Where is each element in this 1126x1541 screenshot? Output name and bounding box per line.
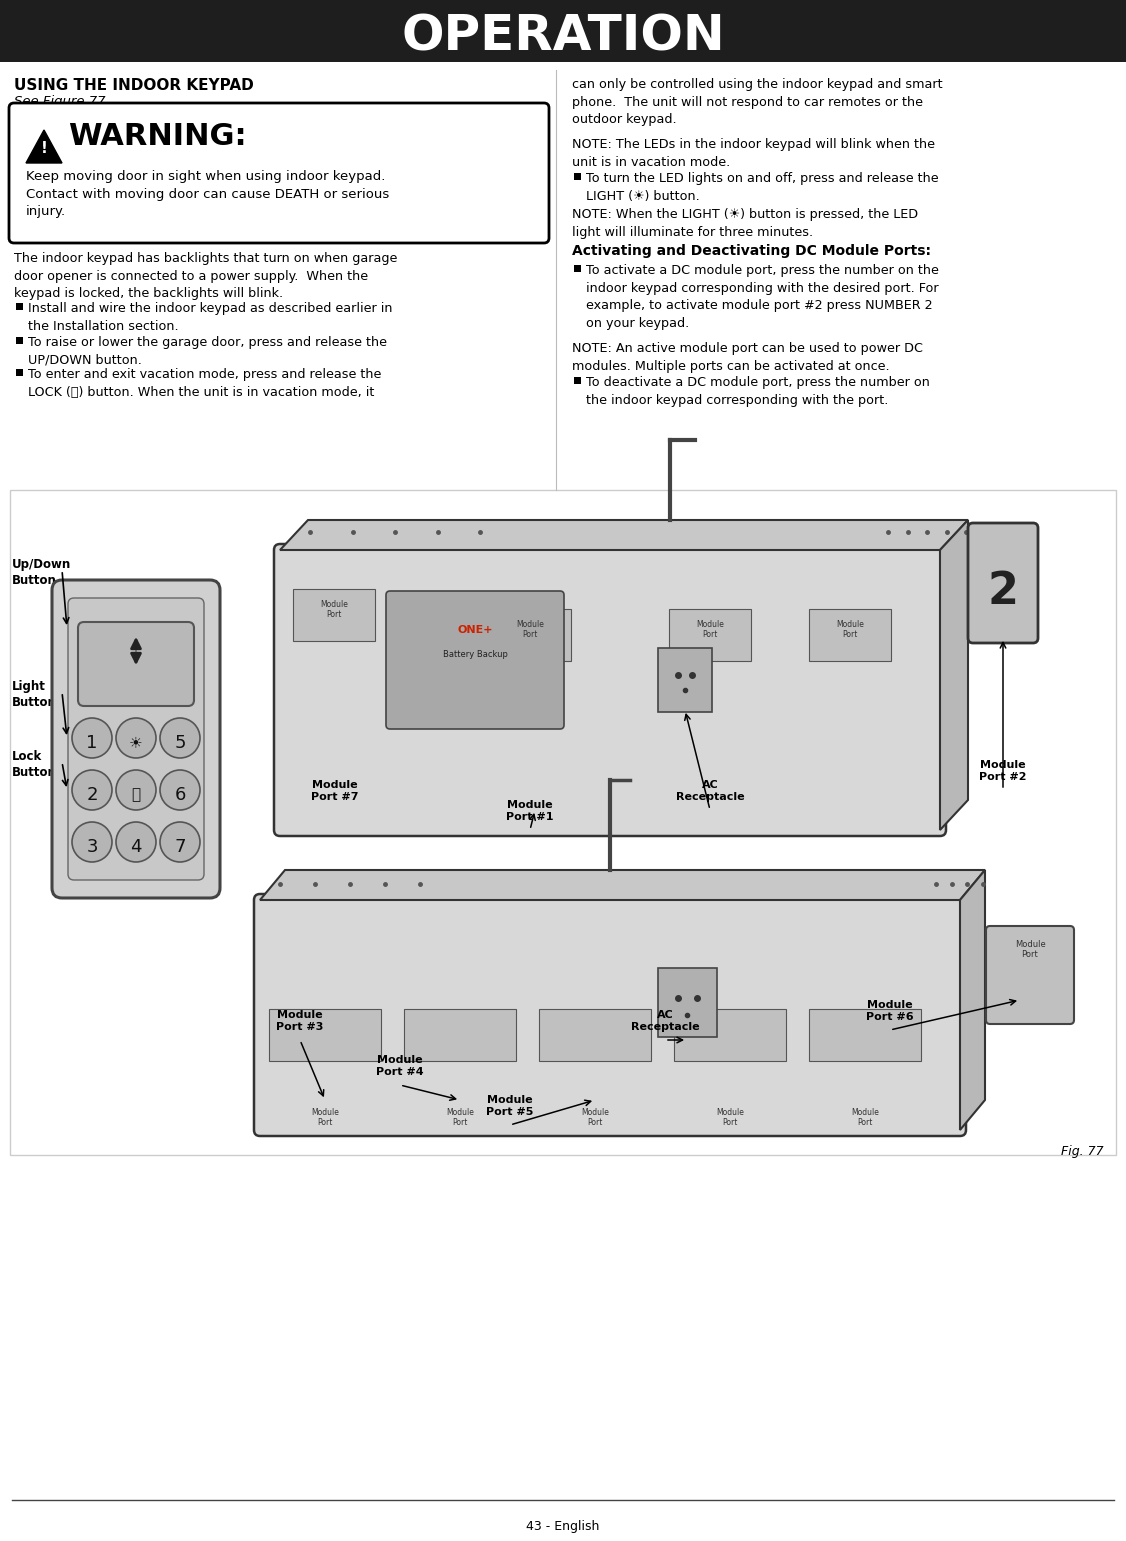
Text: 7: 7 (175, 838, 186, 855)
Text: NOTE: When the LIGHT (☀) button is pressed, the LED
light will illuminate for th: NOTE: When the LIGHT (☀) button is press… (572, 208, 918, 239)
FancyBboxPatch shape (52, 579, 220, 898)
Text: Module
Port: Module Port (696, 619, 724, 640)
FancyBboxPatch shape (986, 926, 1074, 1025)
FancyBboxPatch shape (68, 598, 204, 880)
Circle shape (72, 718, 111, 758)
Text: AC
Receptacle: AC Receptacle (631, 1009, 699, 1032)
Text: To enter and exit vacation mode, press and release the
LOCK (🔒) button. When the: To enter and exit vacation mode, press a… (28, 368, 382, 399)
Circle shape (72, 821, 111, 861)
Text: Up/Down
Button: Up/Down Button (12, 558, 71, 587)
Text: Module
Port: Module Port (716, 1108, 744, 1128)
FancyBboxPatch shape (658, 968, 717, 1037)
Text: 2: 2 (988, 570, 1019, 612)
Text: Activating and Deactivating DC Module Ports:: Activating and Deactivating DC Module Po… (572, 243, 931, 257)
FancyBboxPatch shape (254, 894, 966, 1136)
Bar (16, 337, 23, 344)
Text: To raise or lower the garage door, press and release the
UP/DOWN button.: To raise or lower the garage door, press… (28, 336, 387, 367)
Text: Fig. 77: Fig. 77 (1062, 1145, 1103, 1157)
Text: Module
Port #7: Module Port #7 (311, 780, 359, 803)
Text: Module
Port #3: Module Port #3 (276, 1009, 323, 1032)
Text: Module
Port: Module Port (446, 1108, 474, 1128)
Polygon shape (26, 129, 62, 163)
FancyBboxPatch shape (78, 623, 194, 706)
Text: 5: 5 (175, 734, 186, 752)
Text: To turn the LED lights on and off, press and release the
LIGHT (☀) button.: To turn the LED lights on and off, press… (586, 173, 939, 202)
Text: Module
Port: Module Port (320, 599, 348, 619)
Text: USING THE INDOOR KEYPAD: USING THE INDOOR KEYPAD (14, 79, 253, 92)
FancyBboxPatch shape (10, 490, 1116, 1156)
Text: To deactivate a DC module port, press the number on
the indoor keypad correspond: To deactivate a DC module port, press th… (586, 376, 930, 407)
FancyBboxPatch shape (9, 103, 549, 243)
Polygon shape (280, 519, 968, 550)
Text: AC
Receptacle: AC Receptacle (676, 780, 744, 803)
FancyBboxPatch shape (539, 1009, 651, 1062)
FancyBboxPatch shape (386, 592, 564, 729)
FancyBboxPatch shape (658, 649, 712, 712)
Text: Module
Port: Module Port (581, 1108, 609, 1128)
Text: Lock
Button: Lock Button (12, 750, 57, 780)
Circle shape (116, 718, 157, 758)
FancyBboxPatch shape (269, 1009, 381, 1062)
Circle shape (116, 770, 157, 811)
Text: Module
Port #4: Module Port #4 (376, 1056, 423, 1077)
Bar (574, 265, 581, 273)
Text: Module
Port: Module Port (516, 619, 544, 640)
Text: NOTE: An active module port can be used to power DC
modules. Multiple ports can : NOTE: An active module port can be used … (572, 342, 923, 373)
Text: Install and wire the indoor keypad as described earlier in
the Installation sect: Install and wire the indoor keypad as de… (28, 302, 393, 333)
Bar (16, 304, 23, 310)
Text: 2: 2 (87, 786, 98, 804)
Text: Module
Port: Module Port (1015, 940, 1045, 960)
Text: ONE+: ONE+ (457, 626, 493, 635)
FancyBboxPatch shape (808, 1009, 921, 1062)
Circle shape (160, 821, 200, 861)
FancyBboxPatch shape (274, 544, 946, 837)
FancyBboxPatch shape (489, 609, 571, 661)
Text: To activate a DC module port, press the number on the
indoor keypad correspondin: To activate a DC module port, press the … (586, 264, 939, 330)
Text: 4: 4 (131, 838, 142, 855)
Text: See Figure 77.: See Figure 77. (14, 96, 109, 108)
Polygon shape (960, 871, 985, 1130)
Text: Battery Backup: Battery Backup (443, 650, 508, 660)
FancyBboxPatch shape (669, 609, 751, 661)
FancyBboxPatch shape (674, 1009, 786, 1062)
FancyBboxPatch shape (404, 1009, 516, 1062)
Text: Module
Port #5: Module Port #5 (486, 1096, 534, 1117)
Text: Module
Port: Module Port (851, 1108, 879, 1128)
Text: 1: 1 (87, 734, 98, 752)
Bar (0, 0, 1126, 62)
Text: Module
Port #6: Module Port #6 (866, 1000, 914, 1022)
Circle shape (160, 718, 200, 758)
Bar (574, 173, 581, 180)
Text: Module
Port #2: Module Port #2 (980, 760, 1027, 783)
Text: Module
Port #1: Module Port #1 (507, 800, 554, 823)
Text: 3: 3 (87, 838, 98, 855)
Text: can only be controlled using the indoor keypad and smart
phone.  The unit will n: can only be controlled using the indoor … (572, 79, 942, 126)
Text: !: ! (41, 140, 47, 156)
Text: The indoor keypad has backlights that turn on when garage
door opener is connect: The indoor keypad has backlights that tu… (14, 253, 397, 300)
Circle shape (160, 770, 200, 811)
Text: Keep moving door in sight when using indoor keypad.
Contact with moving door can: Keep moving door in sight when using ind… (26, 170, 390, 217)
Bar (574, 378, 581, 384)
FancyBboxPatch shape (808, 609, 891, 661)
Text: WARNING:: WARNING: (68, 122, 247, 151)
Text: Module
Port: Module Port (837, 619, 864, 640)
Polygon shape (940, 519, 968, 831)
Text: 🔒: 🔒 (132, 787, 141, 803)
Text: ☀: ☀ (129, 735, 143, 750)
FancyBboxPatch shape (293, 589, 375, 641)
Text: Light
Button: Light Button (12, 680, 57, 709)
Circle shape (116, 821, 157, 861)
Text: NOTE: The LEDs in the indoor keypad will blink when the
unit is in vacation mode: NOTE: The LEDs in the indoor keypad will… (572, 139, 935, 168)
Text: Module
Port: Module Port (311, 1108, 339, 1128)
Text: 6: 6 (175, 786, 186, 804)
FancyBboxPatch shape (968, 522, 1038, 643)
Text: OPERATION: OPERATION (401, 12, 725, 60)
Circle shape (72, 770, 111, 811)
Bar (16, 368, 23, 376)
Polygon shape (260, 871, 985, 900)
Text: 43 - English: 43 - English (526, 1519, 600, 1533)
